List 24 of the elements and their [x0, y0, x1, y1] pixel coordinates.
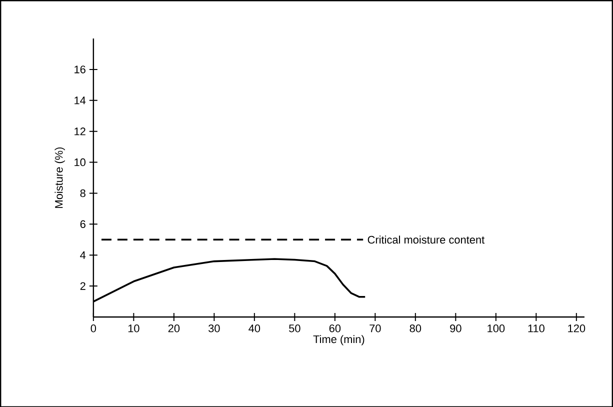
x-tick-label: 60 — [329, 324, 341, 332]
y-tick-label: 8 — [80, 189, 86, 197]
x-tick-label: 20 — [168, 324, 180, 332]
x-tick-label: 120 — [568, 324, 586, 332]
y-tick-label: 4 — [80, 251, 86, 259]
y-tick-label: 16 — [74, 65, 86, 74]
x-axis-title: Time (min) — [313, 334, 364, 346]
y-axis-title: Moisture (%) — [54, 147, 65, 208]
y-tick-label: 10 — [74, 158, 86, 166]
y-tick-label: 2 — [80, 282, 86, 290]
x-tick-label: 70 — [370, 324, 381, 332]
x-tick-label: 50 — [289, 324, 300, 332]
x-tick-label: 90 — [450, 324, 462, 332]
y-tick-label: 12 — [74, 127, 86, 135]
ref-line-label: Critical moisture content — [368, 235, 485, 244]
x-tick-label: 10 — [128, 324, 140, 332]
x-tick-label: 110 — [528, 324, 544, 332]
x-tick-label: 0 — [90, 324, 96, 332]
x-tick-label: 80 — [410, 324, 422, 332]
y-tick-label: 6 — [80, 220, 86, 228]
x-tick-label: 30 — [208, 324, 220, 332]
y-tick-label: 14 — [74, 96, 86, 104]
x-tick-label: 100 — [488, 324, 505, 332]
x-tick-label: 40 — [248, 324, 260, 332]
